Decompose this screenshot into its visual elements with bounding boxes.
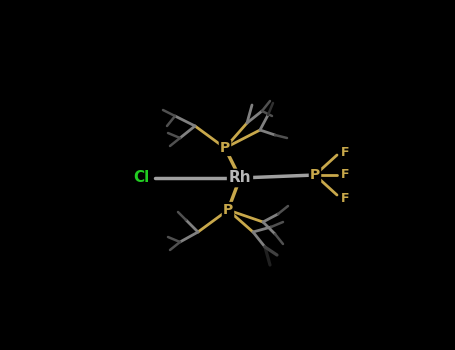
Text: P: P: [223, 203, 233, 217]
Text: Cl: Cl: [134, 170, 150, 186]
Text: Rh: Rh: [229, 170, 251, 186]
Text: F: F: [341, 146, 349, 159]
Text: P: P: [310, 168, 320, 182]
Text: F: F: [341, 191, 349, 204]
Text: F: F: [341, 168, 349, 182]
Text: P: P: [220, 141, 230, 155]
